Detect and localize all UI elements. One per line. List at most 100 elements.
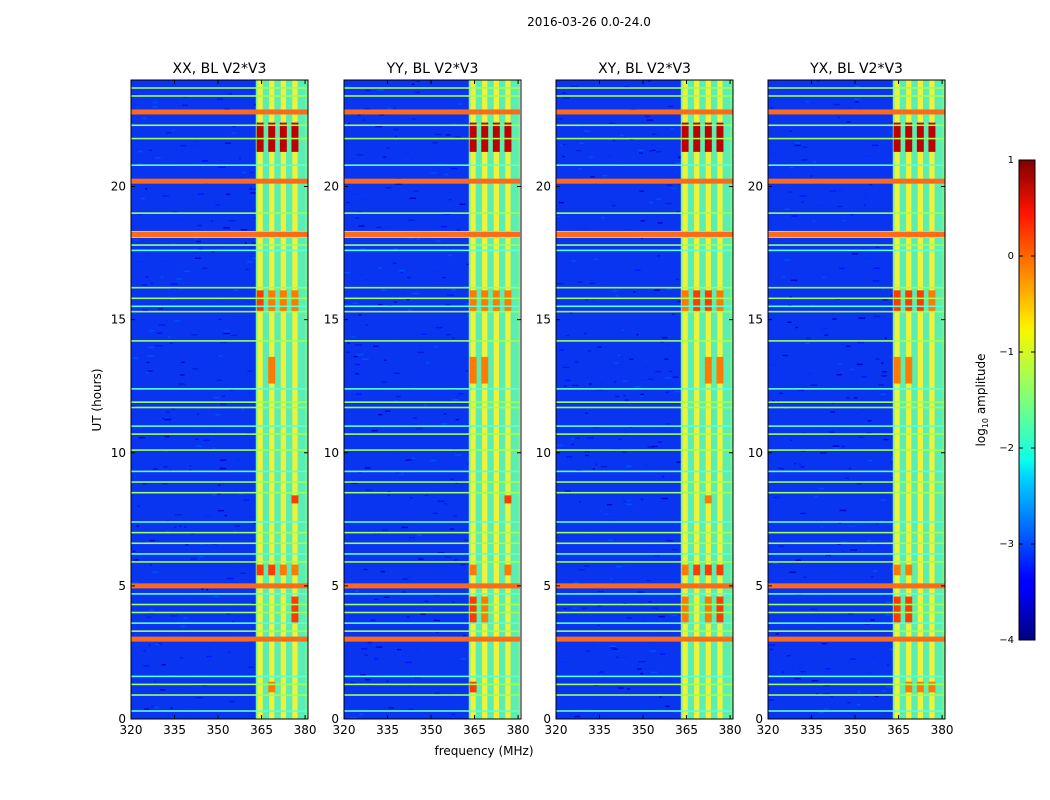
noise-speck (824, 684, 831, 687)
noise-speck (563, 97, 570, 99)
rfi-line-strong (556, 636, 733, 642)
noise-speck (161, 664, 166, 666)
noise-speck (131, 405, 136, 408)
noise-speck (430, 270, 438, 272)
noise-speck (425, 375, 428, 378)
panel-title: YY, BL V2*V3 (386, 61, 479, 77)
noise-speck (604, 513, 609, 516)
rfi-line (344, 603, 520, 606)
noise-speck (356, 154, 364, 156)
noise-speck (806, 271, 812, 273)
noise-speck (138, 139, 144, 141)
strong-channel (705, 80, 711, 719)
noise-speck (198, 248, 204, 250)
noise-speck (646, 579, 651, 582)
noise-speck (626, 465, 632, 468)
noise-speck (636, 333, 639, 336)
noise-speck (839, 509, 847, 512)
noise-speck (178, 383, 186, 385)
noise-speck (385, 226, 393, 229)
noise-speck (848, 525, 856, 527)
noise-speck (407, 276, 411, 279)
noise-speck (624, 86, 629, 88)
noise-speck (622, 380, 629, 382)
noise-speck (798, 664, 803, 666)
noise-speck (152, 571, 159, 573)
noise-speck (416, 351, 424, 354)
panel-title: XY, BL V2*V3 (598, 61, 691, 77)
noise-speck (376, 646, 383, 648)
noise-speck (408, 708, 415, 711)
noise-speck (210, 220, 214, 222)
noise-speck (673, 390, 681, 393)
rfi-line (768, 244, 945, 246)
rfi-line-strong (344, 109, 520, 115)
noise-speck (769, 648, 774, 651)
rfi-line (131, 683, 308, 686)
strong-channel (493, 80, 499, 719)
noise-speck (141, 197, 146, 200)
noise-speck (636, 668, 642, 670)
noise-speck (362, 169, 366, 171)
noise-speck (362, 119, 366, 121)
noise-speck (611, 204, 616, 207)
noise-speck (800, 466, 805, 468)
rfi-line (344, 481, 520, 483)
noise-speck (660, 341, 664, 343)
noise-speck (152, 105, 158, 108)
rfi-line (768, 236, 945, 238)
noise-speck (824, 334, 829, 336)
noise-speck (864, 623, 871, 626)
noise-speck (180, 144, 186, 147)
noise-speck (857, 691, 861, 693)
noise-speck (430, 459, 436, 462)
noise-speck (663, 358, 669, 360)
noise-speck (609, 577, 613, 580)
noise-speck (220, 403, 227, 405)
noise-speck (646, 119, 654, 121)
noise-speck (370, 619, 376, 621)
rfi-line (344, 297, 520, 300)
colorbar-label: log10 amplitude (974, 354, 990, 447)
noise-speck (450, 478, 454, 480)
noise-speck (253, 522, 258, 525)
rfi-line (344, 137, 520, 140)
noise-speck (180, 656, 183, 659)
noise-speck (880, 393, 886, 396)
noise-speck (149, 609, 154, 611)
noise-speck (373, 345, 379, 348)
noise-speck (406, 148, 409, 151)
hot-spot (504, 495, 512, 504)
noise-speck (890, 458, 895, 460)
noise-speck (411, 457, 415, 460)
noise-speck (860, 417, 864, 419)
hot-spot (716, 290, 724, 312)
noise-speck (626, 503, 633, 506)
noise-speck (201, 160, 208, 162)
noise-speck (833, 317, 836, 320)
x-tick-label: 380 (719, 723, 742, 737)
rfi-line (131, 286, 308, 289)
noise-speck (826, 405, 829, 407)
rfi-line-strong (768, 636, 945, 642)
noise-speck (152, 101, 159, 104)
noise-speck (560, 144, 563, 146)
noise-speck (847, 107, 851, 109)
noise-speck (668, 105, 673, 108)
noise-speck (166, 411, 171, 413)
hot-spot (716, 596, 724, 624)
rfi-line (556, 675, 733, 678)
noise-speck (225, 142, 232, 145)
noise-speck (460, 564, 466, 566)
noise-speck (182, 104, 188, 106)
y-tick-label: 15 (536, 313, 551, 327)
noise-speck (867, 420, 872, 422)
noise-speck (788, 191, 793, 193)
noise-speck (409, 229, 413, 232)
noise-speck (839, 267, 845, 270)
x-tick-label: 365 (675, 723, 698, 737)
noise-speck (835, 685, 840, 687)
noise-speck (842, 219, 846, 222)
rfi-line-strong (344, 178, 520, 184)
noise-speck (797, 389, 805, 392)
